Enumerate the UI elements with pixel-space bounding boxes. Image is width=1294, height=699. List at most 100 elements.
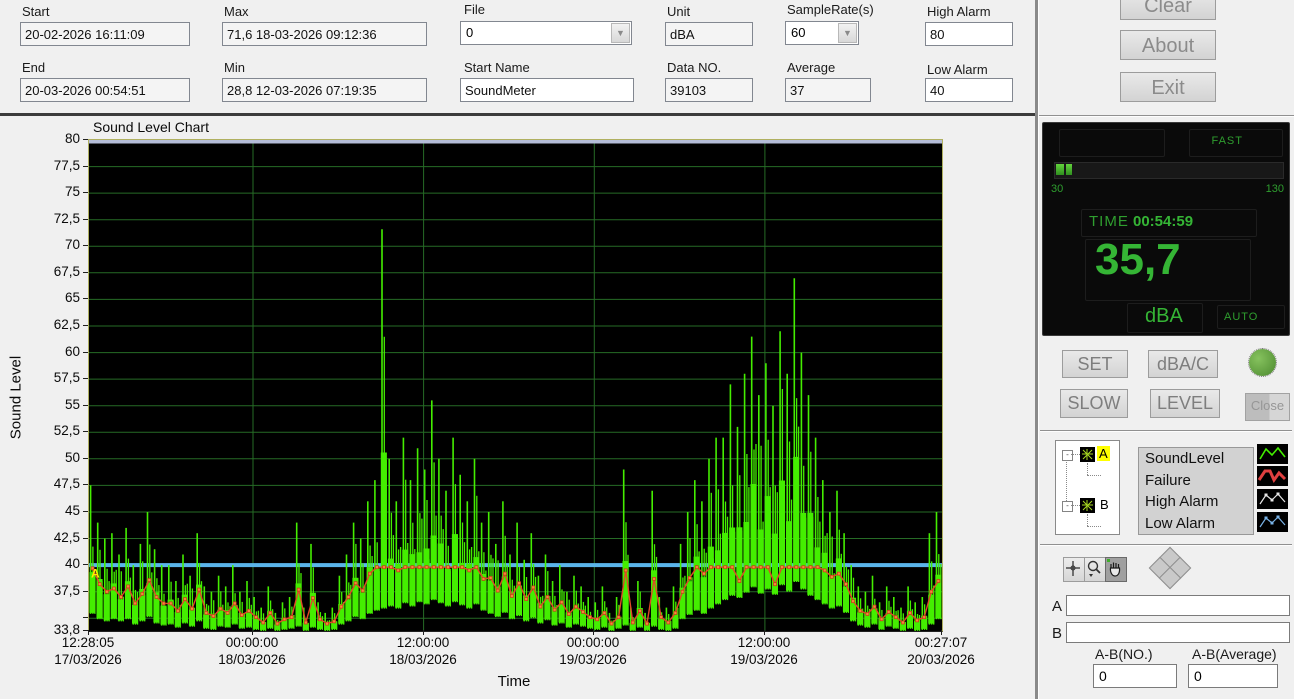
x-tick [593, 630, 594, 635]
soundlevel-line-icon [1257, 444, 1288, 464]
time-label: TIME [1089, 213, 1129, 230]
tree-node-b[interactable]: B [1100, 497, 1109, 512]
toolbar-divider [1040, 544, 1292, 546]
low-alarm-field[interactable] [925, 78, 1013, 102]
y-tick-label: 55 [64, 397, 80, 412]
sample-rate-combobox[interactable]: 60 ▼ [785, 21, 859, 45]
y-tick-label: 67,5 [53, 264, 80, 279]
x-tick-time: 12:00:00 [396, 635, 450, 650]
main-vertical-divider [1035, 0, 1039, 699]
y-tick-label: 47,5 [53, 476, 80, 491]
level-bar-gauge [1054, 162, 1284, 179]
about-button[interactable]: About [1120, 30, 1216, 60]
min-field[interactable] [222, 78, 427, 102]
right-panel-top-divider [1039, 115, 1294, 117]
min-label: Min [224, 60, 245, 75]
y-tick [83, 166, 88, 167]
y-tick [83, 405, 88, 406]
y-tick-label: 65 [64, 290, 80, 305]
y-tick [83, 298, 88, 299]
y-tick [83, 139, 88, 140]
low-alarm-label: Low Alarm [927, 62, 988, 77]
y-tick-label: 42,5 [53, 530, 80, 545]
zoom-tool-button[interactable] [1084, 557, 1106, 582]
clear-button[interactable]: Clear [1120, 0, 1216, 20]
failure-line-icon [1257, 466, 1288, 486]
exit-button[interactable]: Exit [1120, 72, 1216, 102]
start-field[interactable] [20, 22, 190, 46]
pan-tool-button[interactable] [1105, 557, 1127, 582]
ab-no-field[interactable] [1093, 664, 1177, 688]
ab-average-field[interactable] [1188, 664, 1278, 688]
y-tick [83, 458, 88, 459]
legend-list[interactable]: SoundLevel Failure High Alarm Low Alarm [1138, 447, 1254, 535]
lcd-ghost-box [1085, 239, 1251, 301]
average-field[interactable] [785, 78, 871, 102]
pan-compass[interactable] [1148, 546, 1192, 590]
legend-item-failure[interactable]: Failure [1145, 471, 1191, 489]
lcd-ghost-box [1059, 129, 1165, 157]
cursor-a-field[interactable] [1066, 595, 1290, 616]
gauge-max: 130 [1265, 183, 1284, 195]
chart-panel: Sound Level Chart Sound Level A Time 80 7… [0, 117, 1035, 699]
sound-level-plot[interactable]: A [88, 139, 943, 632]
unit-field[interactable] [665, 22, 753, 46]
data-no-field[interactable] [665, 78, 753, 102]
expander-a[interactable]: - [1062, 450, 1073, 461]
x-tick-time: 00:27:07 [914, 635, 968, 650]
series-tree[interactable]: - A - B [1055, 440, 1120, 535]
y-tick-label: 70 [64, 237, 80, 252]
unit-label: Unit [667, 4, 691, 19]
expander-b[interactable]: - [1062, 501, 1073, 512]
sound-level-reading: 35,7 [1095, 235, 1181, 284]
legend-item-soundlevel[interactable]: SoundLevel [1145, 450, 1225, 467]
chevron-down-icon[interactable]: ▼ [611, 23, 630, 43]
tree-node-a[interactable]: A [1097, 446, 1110, 461]
y-tick [83, 630, 88, 631]
status-led[interactable] [1248, 348, 1277, 377]
x-tick-date: 20/03/2026 [907, 652, 975, 667]
y-tick [83, 378, 88, 379]
legend-item-high-alarm[interactable]: High Alarm [1145, 493, 1219, 510]
ab-no-label: A-B(NO.) [1095, 646, 1153, 662]
file-combobox[interactable]: 0 ▼ [460, 21, 632, 45]
y-tick [83, 219, 88, 220]
tree-connector [1071, 454, 1080, 455]
cursor-b-field[interactable] [1066, 622, 1290, 643]
max-field[interactable] [222, 22, 427, 46]
cursor-tool-button[interactable] [1063, 557, 1085, 582]
y-tick-label: 45 [64, 503, 80, 518]
level-button[interactable]: LEVEL [1150, 389, 1220, 418]
meter-mode: FAST [1211, 135, 1243, 147]
x-tick-date: 19/03/2026 [559, 652, 627, 667]
y-tick-label: 60 [64, 344, 80, 359]
y-tick-label: 33,8 [53, 622, 80, 637]
x-tick [88, 630, 89, 635]
y-tick-label: 80 [64, 131, 80, 146]
y-tick-label: 40 [64, 556, 80, 571]
set-button[interactable]: SET [1062, 350, 1128, 378]
start-name-field[interactable] [460, 78, 634, 102]
tree-connector [1087, 514, 1088, 526]
legend-item-low-alarm[interactable]: Low Alarm [1145, 514, 1216, 532]
y-tick [83, 564, 88, 565]
close-button[interactable]: Close [1245, 393, 1290, 421]
chevron-down-icon[interactable]: ▼ [838, 23, 857, 43]
tree-connector [1087, 526, 1101, 527]
time-value: 00:54:59 [1133, 213, 1194, 230]
x-tick-date: 18/03/2026 [389, 652, 457, 667]
x-tick-time: 12:28:05 [61, 635, 115, 650]
start-name-label: Start Name [464, 60, 530, 75]
x-tick [252, 630, 253, 635]
y-tick [83, 352, 88, 353]
lcd-ghost-box [1127, 303, 1203, 333]
slow-button[interactable]: SLOW [1060, 389, 1128, 418]
end-field[interactable] [20, 78, 190, 102]
x-axis-title: Time [497, 673, 531, 690]
cursor-a-label: A [1052, 598, 1063, 615]
high-alarm-field[interactable] [925, 22, 1013, 46]
dbac-button[interactable]: dBA/C [1148, 350, 1218, 378]
y-tick [83, 192, 88, 193]
data-no-label: Data NO. [667, 60, 722, 75]
